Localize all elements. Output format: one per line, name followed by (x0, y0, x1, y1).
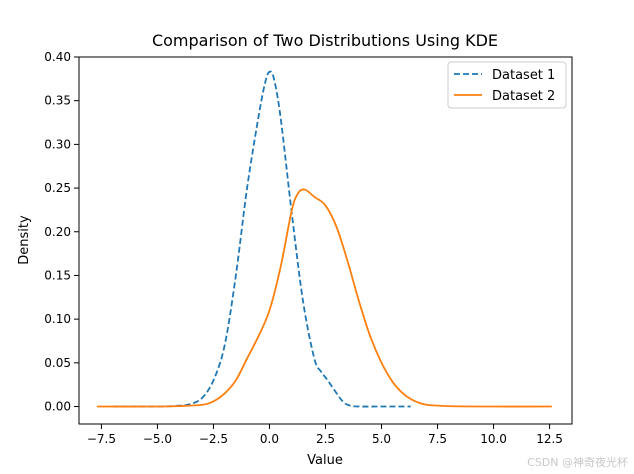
y-axis-label: Density (17, 215, 32, 265)
x-tick-label: −2.5 (199, 432, 228, 446)
watermark-text: CSDN @神奇夜光杯 (527, 456, 628, 469)
x-tick-label: −5.0 (143, 432, 172, 446)
y-tick-label: 0.35 (44, 94, 71, 108)
x-axis-ticks: −7.5 −5.0 −2.5 0.0 2.5 5.0 7.5 10.0 12.5 (87, 424, 563, 446)
y-tick-label: 0.40 (44, 50, 71, 64)
x-tick-label: 7.5 (428, 432, 447, 446)
y-tick-label: 0.20 (44, 225, 71, 239)
legend: Dataset 1 Dataset 2 (447, 61, 567, 109)
x-tick-label: 5.0 (372, 432, 391, 446)
x-axis-label: Value (307, 453, 343, 468)
legend-label-2: Dataset 2 (492, 89, 555, 104)
x-tick-label: 0.0 (260, 432, 279, 446)
x-tick-label: −7.5 (87, 432, 116, 446)
y-tick-label: 0.25 (44, 181, 71, 195)
x-tick-label: 12.5 (536, 432, 563, 446)
plot-frame (78, 56, 573, 425)
x-tick-label: 2.5 (316, 432, 335, 446)
y-axis-ticks: 0.00 0.05 0.10 0.15 0.20 0.25 0.30 0.35 0.40 (44, 50, 79, 414)
legend-label-1: Dataset 1 (492, 68, 555, 83)
y-tick-label: 0.05 (44, 356, 71, 370)
series-layer (96, 70, 552, 408)
y-tick-label: 0.30 (44, 137, 71, 151)
y-tick-label: 0.00 (44, 400, 71, 414)
series-line-2 (96, 188, 552, 408)
y-tick-label: 0.10 (44, 312, 71, 326)
chart-title: Comparison of Two Distributions Using KD… (152, 31, 498, 50)
y-tick-label: 0.15 (44, 268, 71, 282)
x-tick-label: 10.0 (480, 432, 507, 446)
series-line-1 (112, 70, 411, 408)
